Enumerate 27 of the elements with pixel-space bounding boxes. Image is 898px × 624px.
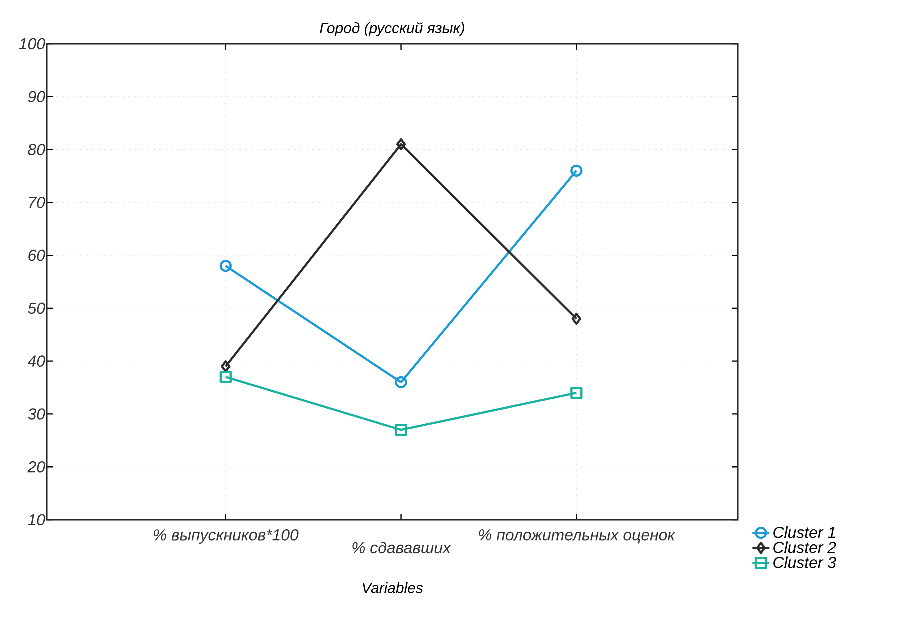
point (220, 371, 232, 384)
y-tick-label: 60 (28, 250, 46, 262)
y-tick-label: 70 (29, 197, 46, 208)
y-tick-label: 40 (28, 356, 46, 367)
x-tick-label: % сдававших (352, 542, 452, 554)
point (570, 164, 583, 177)
legend-label: Cluster 3 (774, 556, 836, 568)
y-tick-label: 20 (28, 461, 46, 473)
point (570, 386, 583, 400)
y-tick-label: 30 (28, 408, 46, 420)
point (395, 376, 408, 389)
point (395, 424, 408, 436)
point (220, 260, 232, 272)
y-tick-label: 50 (28, 302, 46, 314)
point (221, 360, 231, 373)
point (572, 312, 582, 326)
legend-label: Cluster 1 (774, 526, 836, 538)
y-tick-label: 90 (28, 91, 46, 103)
y-tick-label: 10 (28, 514, 46, 526)
x-tick-label: % выпускников*100 (154, 530, 299, 544)
x-axis-title: Variables (362, 582, 424, 594)
y-tick-label: 80 (28, 144, 46, 156)
chart-title: Город (русский язык) (320, 22, 464, 36)
x-tick-label: % положительных оценок (479, 530, 676, 544)
legend-label: Cluster 2 (774, 542, 836, 554)
point (396, 138, 406, 151)
y-tick-label: 100 (19, 38, 46, 50)
